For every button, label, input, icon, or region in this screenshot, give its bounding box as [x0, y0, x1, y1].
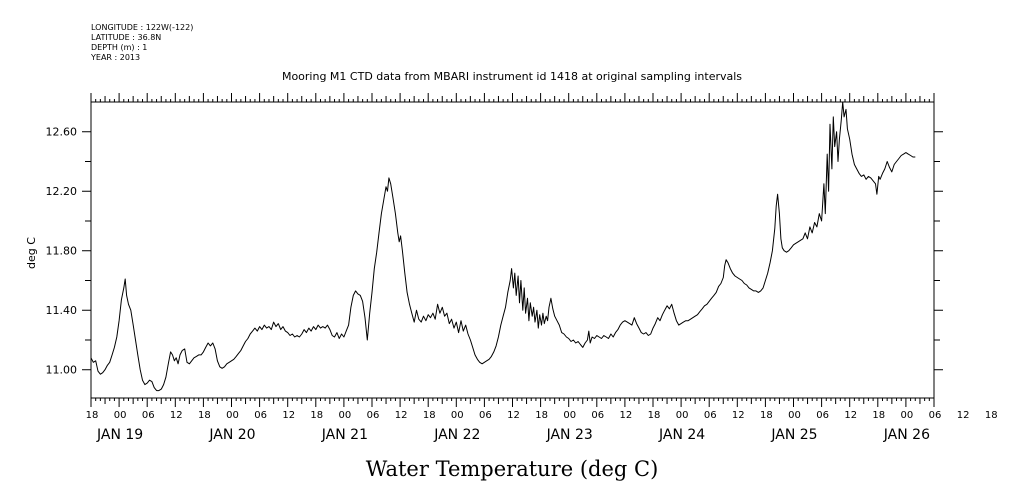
series-group: [90, 101, 916, 392]
x-hour-tick-label: 06: [929, 410, 942, 421]
y-tick-label: 11.00: [46, 364, 78, 377]
x-hour-tick-label: 18: [648, 410, 661, 421]
x-hour-tick-label: 18: [760, 410, 773, 421]
x-day-tick-label: JAN 26: [883, 427, 930, 443]
x-hour-tick-label: 18: [872, 410, 885, 421]
x-day-tick-label: JAN 24: [658, 427, 705, 443]
x-hour-tick-label: 12: [620, 410, 633, 421]
x-day-tick-label: JAN 21: [321, 427, 368, 443]
y-axis-label: deg C: [25, 237, 38, 269]
x-hour-tick-label: 18: [198, 410, 211, 421]
meta-year: YEAR : 2013: [90, 53, 140, 62]
x-hour-tick-label: 06: [367, 410, 380, 421]
x-hour-tick-label: 12: [395, 410, 408, 421]
y-tick-label: 12.20: [46, 185, 78, 198]
metadata-block: LONGITUDE : 122W(-122) LATITUDE : 36.8N …: [90, 23, 193, 62]
x-hour-tick-label: 06: [591, 410, 604, 421]
x-hour-tick-label: 12: [844, 410, 857, 421]
x-axis-label: Water Temperature (deg C): [366, 457, 659, 481]
chart-title: Mooring M1 CTD data from MBARI instrumen…: [282, 70, 742, 83]
x-hour-tick-label: 18: [86, 410, 99, 421]
x-day-tick-label: JAN 25: [770, 427, 817, 443]
x-hour-tick-label: 18: [423, 410, 436, 421]
x-hour-tick-label: 18: [535, 410, 548, 421]
x-day-tick-label: JAN 20: [208, 427, 255, 443]
x-hour-tick-label: 12: [732, 410, 745, 421]
x-hour-tick-label: 06: [254, 410, 267, 421]
x-hour-tick-label: 06: [142, 410, 155, 421]
x-axis-ticks: 18 00 06 12 18 00 06 12 18 00 06 12 18 00 06 12 18 00 06 12…: [86, 93, 998, 443]
x-hour-tick-label: 00: [114, 410, 127, 421]
x-hour-tick-label: 06: [704, 410, 717, 421]
x-hour-tick-label: 00: [676, 410, 689, 421]
x-hour-tick-label: 00: [226, 410, 239, 421]
meta-depth: DEPTH (m) : 1: [91, 43, 147, 52]
x-hour-tick-label: 00: [901, 410, 914, 421]
x-hour-tick-label: 00: [451, 410, 464, 421]
y-tick-label: 12.60: [46, 126, 78, 139]
x-hour-tick-label: 00: [563, 410, 576, 421]
meta-longitude: LONGITUDE : 122W(-122): [91, 23, 193, 32]
x-hour-tick-label: 00: [339, 410, 352, 421]
y-tick-label: 11.40: [46, 304, 78, 317]
x-day-tick-label: JAN 22: [433, 427, 480, 443]
x-hour-tick-label: 18: [985, 410, 998, 421]
x-day-tick-label: JAN 23: [546, 427, 593, 443]
x-hour-tick-label: 12: [957, 410, 970, 421]
x-hour-tick-label: 00: [788, 410, 801, 421]
x-hour-tick-label: 12: [282, 410, 295, 421]
x-hour-tick-label: 18: [310, 410, 323, 421]
meta-latitude: LATITUDE : 36.8N: [91, 33, 161, 42]
series-line: [90, 101, 916, 392]
plot-border: [90, 101, 935, 399]
y-axis-ticks: 11.00 11.40 11.80 12.20 12.60: [46, 126, 943, 377]
plot-frame: [90, 101, 935, 399]
x-hour-tick-label: 12: [507, 410, 520, 421]
y-tick-label: 11.80: [46, 245, 78, 258]
x-hour-tick-label: 06: [479, 410, 492, 421]
x-day-tick-label: JAN 19: [96, 427, 143, 443]
x-hour-tick-label: 06: [816, 410, 829, 421]
x-hour-tick-label: 12: [170, 410, 183, 421]
